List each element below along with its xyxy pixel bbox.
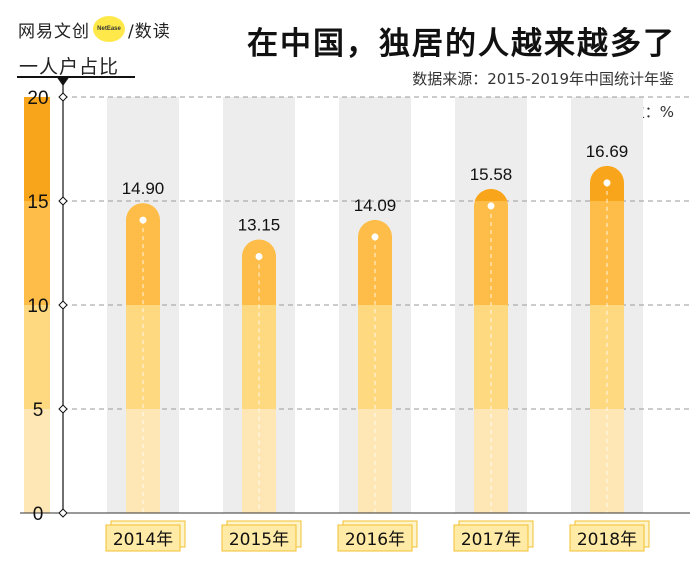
y-axis-label-rule — [17, 76, 135, 78]
bar-top-dot — [255, 252, 263, 260]
bar-value-label: 14.90 — [122, 179, 165, 198]
y-tick-marker — [58, 404, 68, 414]
y-tick-label: 10 — [27, 296, 48, 317]
x-label-box — [569, 524, 645, 552]
x-tick-label: 2014年 — [113, 530, 173, 550]
y-band-tab — [24, 201, 50, 305]
x-label-box — [453, 524, 529, 552]
y-band-tab — [24, 409, 50, 513]
x-label-box — [337, 524, 413, 552]
bar-top-dot — [139, 216, 147, 224]
brand-logo: 网易文创 NetEase /数读 — [18, 15, 171, 43]
bar-value-label: 13.15 — [238, 215, 281, 234]
y-tick-label: 5 — [33, 400, 44, 421]
y-tick-label: 0 — [33, 504, 44, 525]
y-band-tab — [24, 97, 50, 201]
bar-top-dot — [603, 179, 611, 187]
x-tick-label: 2018年 — [577, 530, 637, 550]
data-source: 数据来源：2015-2019年中国统计年鉴 — [412, 70, 674, 88]
bar-segment — [474, 188, 508, 201]
y-tick-marker — [58, 92, 68, 102]
bar-top-dot — [487, 202, 495, 210]
y-tick-marker — [58, 300, 68, 310]
chart-title: 在中国，独居的人越来越多了 — [247, 26, 676, 62]
brand-name: 网易文创 — [18, 21, 90, 42]
bar-value-label: 16.69 — [586, 142, 629, 161]
y-tick-label: 20 — [27, 88, 48, 109]
y-axis-arrow — [56, 76, 70, 86]
brand-badge: NetEase — [93, 16, 125, 42]
bar-segment — [242, 239, 276, 305]
x-tick-label: 2016年 — [345, 530, 405, 550]
y-tick-marker — [58, 508, 68, 518]
bar-top-dot — [371, 233, 379, 241]
brand-sub: /数读 — [128, 21, 171, 42]
bar-value-label: 15.58 — [470, 165, 513, 184]
x-label-box — [221, 524, 297, 552]
x-tick-label: 2015年 — [229, 530, 289, 550]
y-axis-label: 一人户占比 — [19, 56, 120, 78]
x-tick-label: 2017年 — [461, 530, 521, 550]
y-band-tab — [24, 305, 50, 409]
x-label-box — [105, 524, 181, 552]
bar-value-label: 14.09 — [354, 196, 397, 215]
y-tick-marker — [58, 196, 68, 206]
y-tick-label: 15 — [27, 192, 48, 213]
